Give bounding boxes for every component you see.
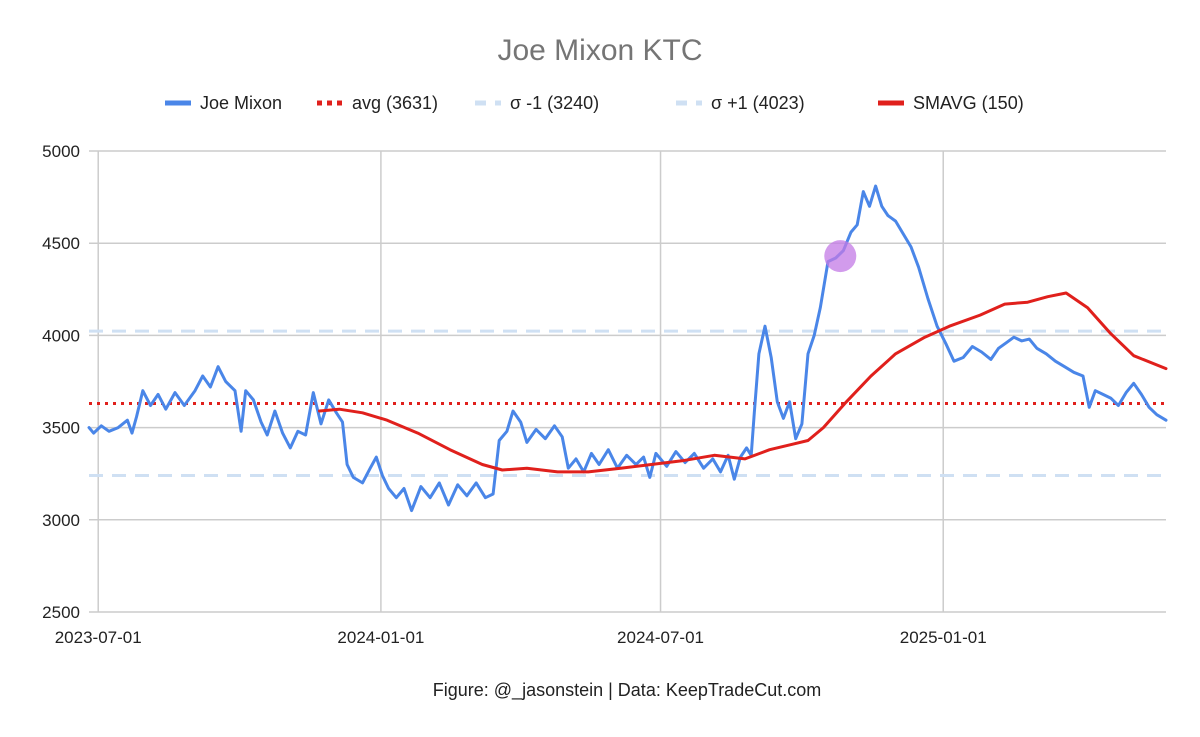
legend-label: σ +1 (4023): [711, 93, 805, 113]
legend-label: Joe Mixon: [200, 93, 282, 113]
y-tick-label: 3000: [42, 511, 80, 530]
x-tick-label: 2024-01-01: [337, 628, 424, 647]
x-axis-ticks: 2023-07-01 2024-01-01 2024-07-01 2025-01-01: [55, 628, 987, 647]
series-line-joe-mixon: [87, 184, 1168, 513]
legend: Joe Mixon avg (3631) σ -1 (3240) σ +1 (4023…: [165, 93, 1024, 113]
y-tick-label: 3500: [42, 419, 80, 438]
x-tick-label: 2024-07-01: [617, 628, 704, 647]
y-tick-label: 2500: [42, 603, 80, 622]
y-tick-label: 4000: [42, 326, 80, 345]
chart-title: Joe Mixon KTC: [497, 34, 702, 67]
gridlines: [89, 150, 1166, 613]
reference-lines: [89, 329, 1166, 478]
x-tick-label: 2023-07-01: [55, 628, 142, 647]
highlight-marker-group: [824, 240, 857, 273]
figure-credit: Figure: @_jasonstein | Data: KeepTradeCu…: [433, 680, 821, 701]
series-line-smavg: [318, 291, 1168, 474]
series-lines: [87, 184, 1168, 513]
y-axis-ticks: 2500 3000 3500 4000 4500 5000: [42, 142, 80, 622]
highlight-marker: [824, 240, 857, 273]
y-tick-label: 4500: [42, 234, 80, 253]
x-tick-label: 2025-01-01: [900, 628, 987, 647]
y-tick-label: 5000: [42, 142, 80, 161]
legend-label: σ -1 (3240): [510, 93, 599, 113]
legend-label: SMAVG (150): [913, 93, 1024, 113]
legend-label: avg (3631): [352, 93, 438, 113]
